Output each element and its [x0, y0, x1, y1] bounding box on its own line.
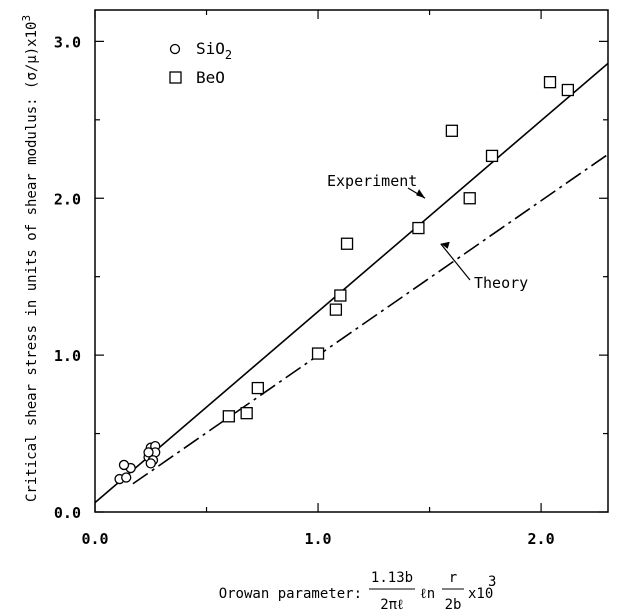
point-beo — [334, 289, 347, 302]
y-tick-label: 2.0 — [54, 190, 81, 208]
x-label-ln: ℓn — [420, 586, 435, 602]
point-sio — [121, 472, 132, 483]
annotation-arrowhead-theory — [440, 241, 450, 249]
y-axis-label-symbol: (σ/μ)x10 — [24, 22, 40, 89]
x-label-denominator: 2πℓ — [380, 597, 404, 613]
point-beo — [485, 149, 499, 163]
legend-label-beo: BeO — [196, 68, 225, 87]
point-beo — [463, 192, 476, 205]
y-axis-label-exp: 3 — [20, 15, 33, 22]
x-tick-label: 0.0 — [81, 530, 108, 548]
legend-label-sio2-sub: 2 — [225, 48, 232, 62]
point-sio — [118, 459, 130, 471]
y-axis-label-text: Critical shear stress in units of shear … — [24, 89, 40, 502]
plot-frame — [94, 9, 609, 513]
legend-label-sio2: SiO2 — [196, 39, 232, 62]
y-tick-label: 1.0 — [54, 347, 81, 365]
line-experiment — [94, 62, 609, 504]
point-beo — [240, 407, 253, 420]
point-beo — [329, 303, 343, 316]
point-beo — [340, 237, 354, 250]
annotation-theory: Theory — [474, 274, 528, 292]
point-beo — [311, 347, 325, 360]
x-label-scale: x10 — [468, 586, 493, 602]
y-tick-label: 3.0 — [54, 33, 81, 51]
point-beo — [543, 76, 557, 89]
legend-label-sio2-base: SiO — [196, 39, 225, 58]
annotation-arrow-theory — [440, 243, 471, 281]
x-label-ratio-numerator: r — [449, 570, 457, 586]
annotations: Experiment Theory — [327, 172, 528, 292]
point-beo — [222, 410, 235, 423]
x-tick-label: 2.0 — [528, 530, 555, 548]
data-markers — [114, 76, 575, 485]
ticks: 0.0 1.0 2.0 0.0 1.0 2.0 3.0 — [54, 10, 608, 548]
point-beo — [561, 83, 575, 97]
y-axis-label-group: Critical shear stress in units of shear … — [20, 15, 40, 502]
point-beo — [251, 381, 264, 395]
point-beo — [445, 124, 459, 137]
legend-marker-square — [169, 71, 182, 84]
annotation-arrowhead-experiment — [416, 189, 426, 199]
line-theory — [132, 153, 609, 485]
point-sio — [145, 458, 156, 469]
axes-frame — [94, 9, 609, 513]
x-tick-label: 1.0 — [304, 530, 331, 548]
point-sio — [143, 447, 154, 458]
annotation-experiment: Experiment — [327, 172, 417, 190]
x-label-ratio-denominator: 2b — [445, 597, 462, 613]
x-label-scale-exp: 3 — [488, 574, 496, 590]
x-label-numerator: 1.13b — [371, 570, 413, 586]
point-beo — [412, 221, 425, 235]
x-axis-label: Orowan parameter: — [219, 586, 362, 602]
fit-lines — [94, 62, 609, 504]
y-axis-label: Critical shear stress in units of shear … — [20, 15, 40, 502]
y-tick-label: 0.0 — [54, 504, 81, 522]
axis-labels: Orowan parameter:1.13b2πℓℓnr2bx103Critic… — [20, 15, 496, 613]
legend-marker-circle — [169, 43, 181, 55]
